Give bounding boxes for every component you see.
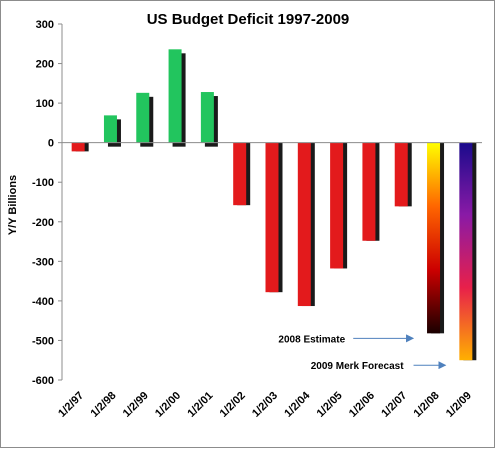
y-tick-label: -200 <box>32 217 54 229</box>
y-tick-label: -500 <box>32 335 54 347</box>
y-tick-label: 0 <box>48 138 54 150</box>
y-tick-label: 200 <box>36 59 54 71</box>
annotation-label: 2009 Merk Forecast <box>311 361 405 372</box>
bar <box>265 142 279 293</box>
y-tick-label: -400 <box>32 296 54 308</box>
bar <box>394 142 408 207</box>
bar <box>200 92 214 143</box>
bar <box>103 115 117 143</box>
bar <box>362 142 376 241</box>
y-tick-label: -300 <box>32 256 54 268</box>
annotation-label: 2008 Estimate <box>278 334 345 345</box>
bar <box>136 92 150 143</box>
y-tick-label: -100 <box>32 177 54 189</box>
y-axis-label: Y/Y Billions <box>7 175 19 235</box>
y-tick-label: -600 <box>32 375 54 387</box>
bar <box>71 142 85 152</box>
bar <box>233 142 247 206</box>
chart-title: US Budget Deficit 1997-2009 <box>147 11 350 28</box>
y-tick-label: 300 <box>36 19 54 31</box>
bar <box>168 49 182 143</box>
y-tick-label: 100 <box>36 98 54 110</box>
bar <box>427 142 441 334</box>
bar <box>459 142 473 361</box>
bar <box>297 142 311 307</box>
bar <box>330 142 344 269</box>
